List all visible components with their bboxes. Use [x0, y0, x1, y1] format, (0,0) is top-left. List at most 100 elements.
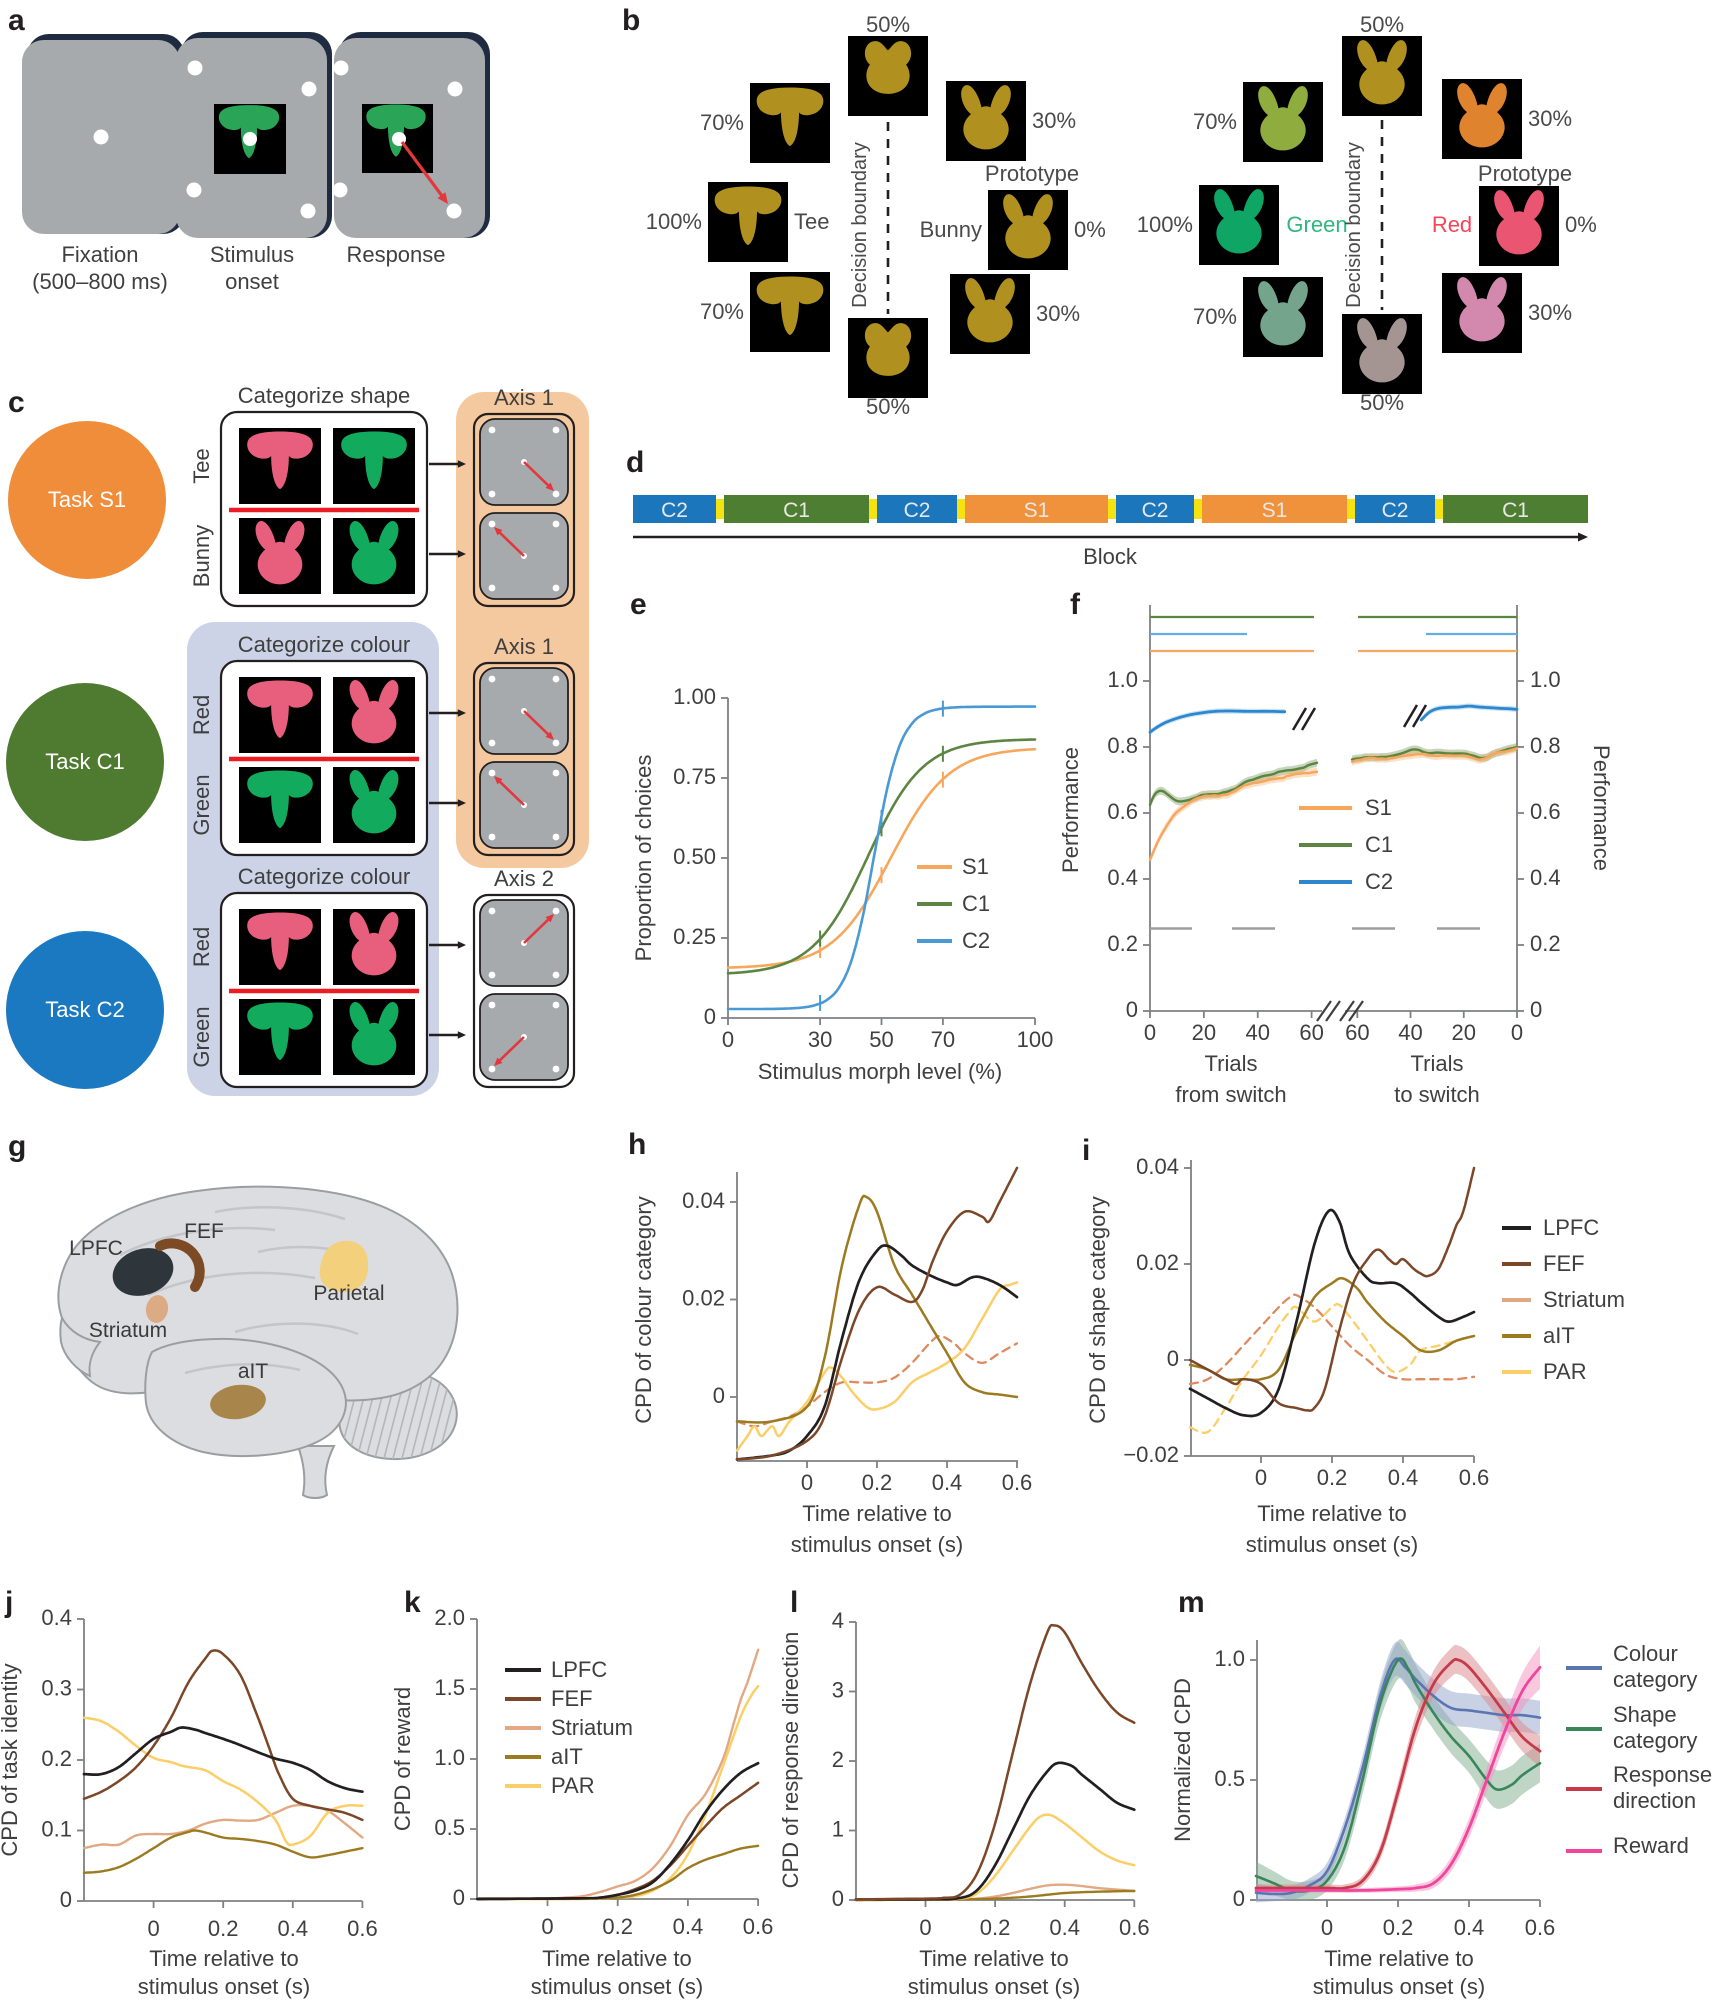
- svg-text:Task S1: Task S1: [48, 487, 126, 512]
- svg-text:S1: S1: [1262, 499, 1288, 522]
- svg-text:60: 60: [1345, 1020, 1369, 1045]
- svg-text:Time relative to: Time relative to: [542, 1946, 692, 1971]
- svg-text:Bunny: Bunny: [920, 217, 982, 242]
- svg-text:100%: 100%: [1137, 212, 1193, 237]
- svg-text:0: 0: [1321, 1915, 1333, 1940]
- svg-text:Bunny: Bunny: [189, 525, 214, 587]
- svg-text:CPD of task identity: CPD of task identity: [0, 1663, 22, 1856]
- svg-text:onset: onset: [225, 269, 279, 294]
- svg-text:0%: 0%: [1565, 212, 1597, 237]
- svg-text:0.2: 0.2: [208, 1916, 239, 1941]
- svg-text:Red: Red: [189, 695, 214, 735]
- svg-text:CPD of reward: CPD of reward: [390, 1687, 415, 1831]
- svg-text:S1: S1: [1024, 499, 1050, 522]
- svg-text:0.6: 0.6: [347, 1916, 378, 1941]
- svg-text:0.25: 0.25: [673, 924, 716, 949]
- svg-text:Green: Green: [189, 774, 214, 835]
- svg-text:50%: 50%: [1360, 390, 1404, 415]
- svg-text:Stimulus: Stimulus: [210, 242, 294, 267]
- svg-text:Fixation: Fixation: [61, 242, 138, 267]
- svg-text:stimulus onset (s): stimulus onset (s): [791, 1532, 963, 1557]
- svg-text:d: d: [626, 446, 644, 479]
- svg-text:2.0: 2.0: [434, 1605, 465, 1630]
- svg-text:0: 0: [453, 1885, 465, 1910]
- svg-text:0.6: 0.6: [1002, 1470, 1033, 1495]
- svg-text:20: 20: [1192, 1020, 1216, 1045]
- svg-text:1.00: 1.00: [673, 684, 716, 709]
- svg-text:c: c: [8, 386, 25, 419]
- svg-text:C1: C1: [1365, 832, 1393, 857]
- svg-text:FEF: FEF: [184, 1220, 224, 1243]
- svg-text:category: category: [1613, 1728, 1697, 1753]
- svg-text:l: l: [790, 1586, 798, 1619]
- svg-text:LPFC: LPFC: [551, 1657, 607, 1682]
- svg-text:i: i: [1082, 1134, 1090, 1167]
- svg-text:1.0: 1.0: [1214, 1646, 1245, 1671]
- svg-text:0: 0: [1144, 1020, 1156, 1045]
- svg-text:stimulus onset (s): stimulus onset (s): [1246, 1532, 1418, 1557]
- svg-text:−0.02: −0.02: [1123, 1442, 1179, 1467]
- svg-text:0.6: 0.6: [1459, 1465, 1490, 1490]
- svg-text:a: a: [8, 4, 25, 37]
- svg-text:50%: 50%: [866, 394, 910, 419]
- svg-text:Green: Green: [189, 1006, 214, 1067]
- svg-text:S1: S1: [962, 854, 989, 879]
- svg-text:aIT: aIT: [551, 1744, 583, 1769]
- svg-text:50%: 50%: [1360, 12, 1404, 37]
- svg-text:CPD of response direction: CPD of response direction: [778, 1632, 803, 1889]
- svg-text:e: e: [630, 588, 647, 621]
- svg-text:1.5: 1.5: [434, 1675, 465, 1700]
- svg-text:0: 0: [60, 1887, 72, 1912]
- svg-text:stimulus onset (s): stimulus onset (s): [531, 1974, 703, 1999]
- svg-text:Stimulus morph level (%): Stimulus morph level (%): [758, 1059, 1003, 1084]
- svg-text:Time relative to: Time relative to: [919, 1946, 1069, 1971]
- svg-text:0%: 0%: [1074, 217, 1106, 242]
- svg-text:0: 0: [801, 1470, 813, 1495]
- svg-text:0.4: 0.4: [41, 1605, 72, 1630]
- svg-text:(500–800 ms): (500–800 ms): [32, 269, 168, 294]
- svg-text:FEF: FEF: [551, 1686, 593, 1711]
- svg-text:Performance: Performance: [1058, 747, 1083, 873]
- svg-text:Categorize colour: Categorize colour: [238, 864, 410, 889]
- svg-text:C2: C2: [962, 928, 990, 953]
- svg-text:C2: C2: [904, 499, 931, 522]
- svg-text:0: 0: [713, 1383, 725, 1408]
- svg-text:0.4: 0.4: [1454, 1915, 1485, 1940]
- svg-text:Green: Green: [1286, 212, 1347, 237]
- svg-text:Task C1: Task C1: [45, 749, 124, 774]
- svg-text:0.4: 0.4: [673, 1914, 704, 1939]
- svg-text:1: 1: [832, 1817, 844, 1842]
- svg-text:0.4: 0.4: [1388, 1465, 1419, 1490]
- svg-text:0.8: 0.8: [1530, 733, 1561, 758]
- svg-text:Striatum: Striatum: [551, 1715, 633, 1740]
- svg-text:Task C2: Task C2: [45, 997, 124, 1022]
- svg-text:60: 60: [1299, 1020, 1323, 1045]
- svg-text:C2: C2: [1142, 499, 1169, 522]
- svg-text:Prototype: Prototype: [1478, 161, 1572, 186]
- svg-text:CPD of colour category: CPD of colour category: [631, 1196, 656, 1423]
- svg-text:Axis 2: Axis 2: [494, 866, 554, 891]
- svg-text:Decision boundary: Decision boundary: [849, 142, 871, 308]
- svg-text:Response: Response: [1613, 1762, 1712, 1787]
- svg-text:40: 40: [1245, 1020, 1269, 1045]
- svg-text:Response: Response: [346, 242, 445, 267]
- svg-text:Block: Block: [1083, 544, 1138, 569]
- svg-text:0.02: 0.02: [1136, 1250, 1179, 1275]
- svg-text:0.8: 0.8: [1107, 733, 1138, 758]
- svg-text:1.0: 1.0: [434, 1745, 465, 1770]
- svg-text:0.2: 0.2: [1530, 931, 1561, 956]
- svg-text:1.0: 1.0: [1530, 667, 1561, 692]
- svg-text:100%: 100%: [646, 209, 702, 234]
- svg-text:Time relative to: Time relative to: [1257, 1501, 1407, 1526]
- svg-text:j: j: [4, 1586, 13, 1619]
- svg-text:0.2: 0.2: [41, 1746, 72, 1771]
- svg-text:Red: Red: [189, 927, 214, 967]
- svg-text:Time relative to: Time relative to: [802, 1501, 952, 1526]
- svg-text:30%: 30%: [1528, 106, 1572, 131]
- svg-text:Trials: Trials: [1205, 1051, 1258, 1076]
- svg-text:70%: 70%: [700, 299, 744, 324]
- svg-text:Categorize colour: Categorize colour: [238, 632, 410, 657]
- svg-text:0.6: 0.6: [1525, 1915, 1556, 1940]
- svg-text:Performance: Performance: [1589, 745, 1614, 871]
- svg-text:0.4: 0.4: [1107, 865, 1138, 890]
